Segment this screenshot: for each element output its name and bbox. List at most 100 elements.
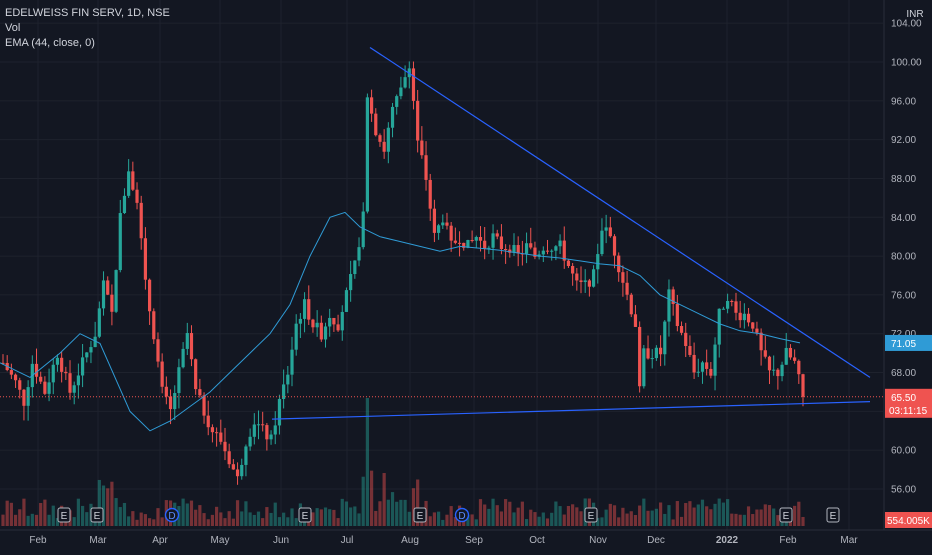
volume-bar	[772, 508, 776, 526]
candle-body	[684, 332, 688, 347]
candle-body	[64, 371, 68, 374]
volume-legend[interactable]: Vol	[5, 22, 21, 34]
candle-body	[282, 384, 286, 399]
candle-body	[122, 195, 127, 214]
price-tick: 92.00	[891, 135, 916, 146]
candle-body	[319, 322, 323, 340]
volume-bar	[763, 504, 767, 526]
candle-body	[240, 464, 244, 477]
candle-body	[177, 367, 181, 394]
volume-bar	[738, 514, 742, 526]
trendline-support	[271, 401, 871, 420]
time-tick: Jun	[273, 535, 289, 546]
volume-bar	[240, 511, 244, 526]
candle-body	[139, 202, 143, 239]
volume-bar	[441, 519, 445, 526]
candle-body	[470, 239, 474, 241]
candle-body	[22, 389, 26, 406]
candle-body	[386, 127, 390, 152]
volume-bar	[453, 517, 457, 526]
candle-body	[349, 274, 353, 291]
candle-body	[194, 359, 198, 390]
candle-body	[700, 362, 705, 372]
candle-body	[127, 171, 131, 196]
candle-body	[131, 171, 135, 190]
candle-body	[650, 358, 654, 360]
ema-legend[interactable]: EMA (44, close, 0)	[5, 37, 95, 49]
candle-body	[499, 236, 504, 250]
volume-bar	[692, 507, 696, 526]
candle-body	[767, 356, 772, 371]
volume-bar	[185, 503, 189, 526]
candle-body	[508, 249, 512, 253]
candle-body	[746, 313, 751, 323]
volume-bar	[675, 501, 679, 526]
volume-bar	[261, 518, 265, 526]
volume-bar	[566, 505, 571, 526]
volume-badge	[885, 512, 932, 528]
candle-body	[332, 317, 336, 325]
volume-bar	[43, 499, 47, 526]
volume-bar	[495, 505, 499, 526]
candle-body	[357, 247, 361, 261]
candle-body	[9, 370, 13, 375]
symbol-title[interactable]: EDELWEISS FIN SERV, 1D, NSE	[5, 7, 170, 19]
candle-body	[646, 348, 650, 359]
candle-body	[248, 436, 252, 447]
volume-bar	[734, 513, 738, 526]
candle-body	[340, 311, 344, 331]
volume-bar	[411, 488, 416, 526]
earnings-marker	[779, 507, 793, 523]
volume-bar	[143, 514, 148, 526]
volume-bar	[206, 519, 210, 526]
candle-body	[772, 369, 776, 371]
price-badge-text: 65.50	[891, 393, 916, 404]
candle-body	[353, 260, 357, 275]
candle-body	[587, 280, 591, 287]
candle-body	[432, 208, 437, 233]
volume-bar	[478, 499, 483, 526]
volume-bar	[55, 518, 60, 526]
candle-body	[323, 326, 328, 340]
volume-bar	[449, 506, 453, 526]
candle-body	[206, 415, 210, 428]
volume-bar	[755, 509, 759, 526]
volume-bar	[139, 512, 143, 526]
volume-bar	[575, 507, 579, 526]
volume-bar	[357, 513, 361, 526]
candle-body	[420, 140, 424, 156]
candle-body	[403, 77, 407, 88]
candle-body	[474, 237, 478, 241]
candle-body	[679, 326, 684, 333]
price-axis-bg	[884, 0, 932, 550]
candle-body	[72, 385, 76, 393]
volume-bar	[22, 498, 26, 526]
volume-bar	[361, 476, 365, 526]
trendline-resistance	[369, 46, 871, 378]
candle-body	[382, 141, 386, 152]
candle-body	[135, 189, 139, 203]
volume-bar	[51, 505, 55, 526]
volume-bar	[705, 506, 709, 526]
volume-bar	[520, 501, 524, 526]
candle-body	[286, 374, 290, 385]
candle-body	[441, 222, 445, 226]
volume-bar	[403, 499, 407, 526]
candle-body	[336, 324, 340, 331]
candle-body	[717, 308, 721, 345]
candle-body	[361, 211, 365, 248]
volume-bar	[759, 509, 763, 526]
candle-body	[328, 317, 332, 327]
volume-bars	[1, 398, 805, 526]
candle-body	[85, 352, 89, 358]
event-label: E	[61, 511, 68, 522]
candle-body	[43, 381, 47, 394]
price-tick: 76.00	[891, 290, 916, 301]
volume-bar	[751, 514, 755, 526]
event-label: E	[830, 511, 837, 522]
candle-body	[269, 434, 273, 440]
candle-body	[160, 361, 164, 387]
candle-body	[604, 227, 608, 231]
